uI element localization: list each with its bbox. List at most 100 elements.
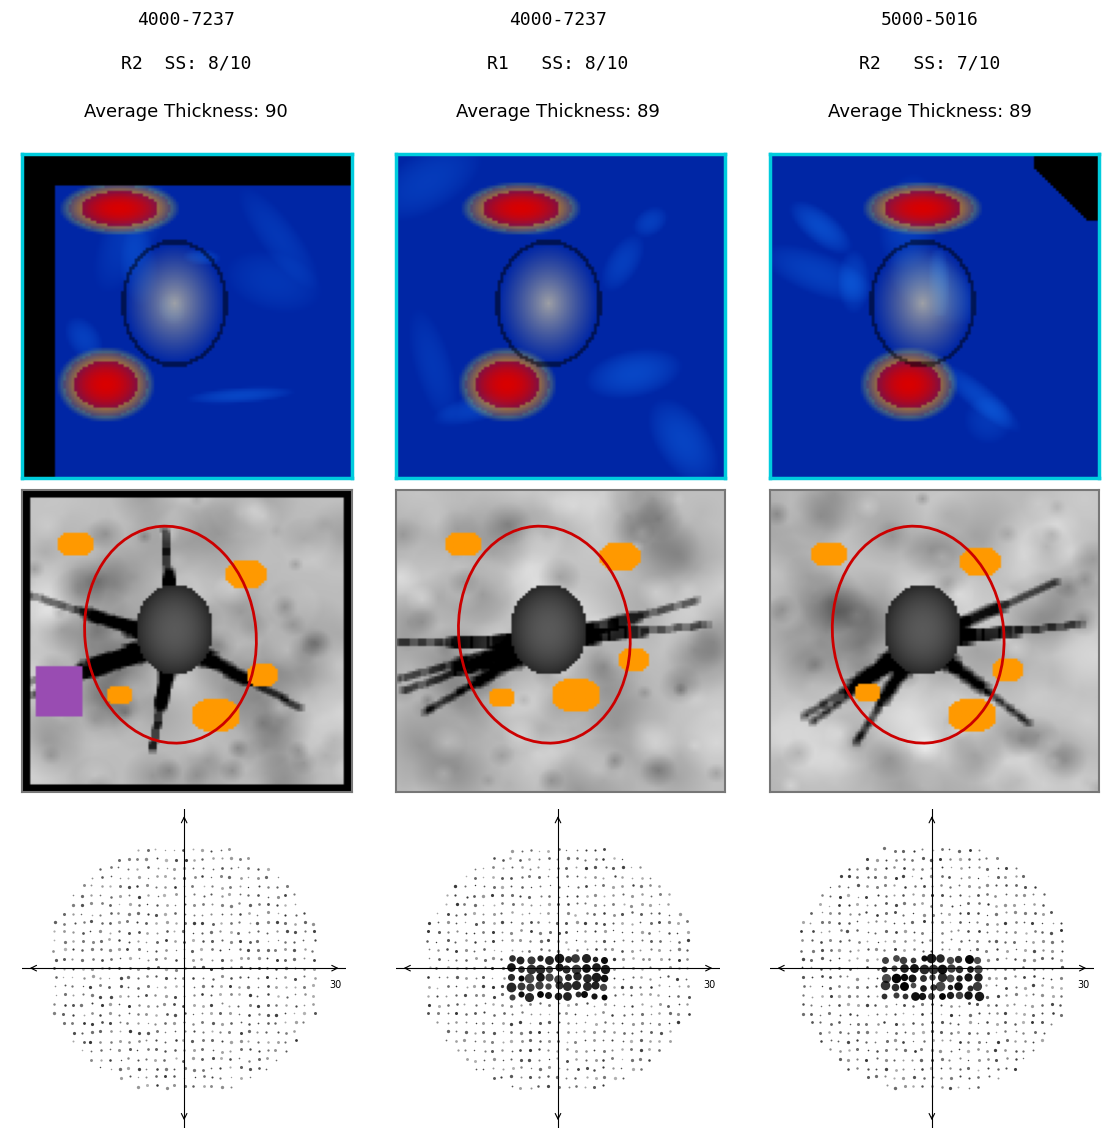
Point bbox=[989, 1059, 1007, 1077]
Point bbox=[969, 904, 987, 923]
Point bbox=[867, 977, 885, 995]
Point bbox=[988, 904, 1006, 923]
Point bbox=[1014, 1049, 1032, 1067]
Point bbox=[950, 976, 968, 994]
Point bbox=[157, 1005, 175, 1023]
Point bbox=[269, 931, 287, 949]
Point bbox=[539, 932, 557, 950]
Point bbox=[1008, 940, 1026, 958]
Point bbox=[304, 942, 321, 960]
Point bbox=[941, 850, 959, 868]
Point bbox=[277, 959, 295, 977]
Point bbox=[269, 868, 287, 886]
Point bbox=[595, 1068, 613, 1087]
Point bbox=[614, 885, 632, 903]
Point bbox=[502, 967, 520, 985]
Point bbox=[1043, 978, 1061, 997]
Point bbox=[483, 959, 501, 977]
Point bbox=[585, 1079, 603, 1097]
Point bbox=[240, 885, 258, 903]
Point bbox=[455, 1041, 473, 1059]
Point bbox=[230, 997, 248, 1015]
Point bbox=[176, 1003, 194, 1022]
Point bbox=[1043, 942, 1061, 960]
Point bbox=[176, 895, 194, 913]
Point bbox=[502, 1015, 520, 1033]
Point bbox=[203, 877, 221, 895]
Point bbox=[232, 1058, 250, 1076]
Point bbox=[137, 1050, 155, 1068]
Point bbox=[906, 988, 924, 1006]
Point bbox=[980, 1024, 998, 1042]
Point bbox=[670, 933, 687, 951]
Point bbox=[503, 949, 521, 967]
Point bbox=[595, 869, 613, 887]
Point bbox=[503, 1076, 521, 1095]
Point bbox=[138, 858, 156, 876]
Point bbox=[540, 1050, 558, 1068]
Point bbox=[550, 958, 568, 976]
Point bbox=[166, 988, 184, 1006]
Point bbox=[615, 1024, 633, 1042]
Point bbox=[90, 921, 108, 940]
Point bbox=[513, 1032, 531, 1050]
Point bbox=[931, 850, 949, 868]
Point bbox=[93, 997, 110, 1015]
Point bbox=[632, 906, 650, 924]
Point bbox=[595, 904, 613, 923]
Point bbox=[933, 1059, 951, 1077]
Point bbox=[578, 969, 596, 988]
Point bbox=[578, 1067, 596, 1085]
Point bbox=[793, 1006, 811, 1024]
Point bbox=[540, 850, 558, 868]
Point bbox=[140, 1014, 157, 1032]
Point bbox=[213, 958, 231, 976]
Point bbox=[820, 959, 838, 977]
Point bbox=[671, 959, 689, 977]
Point bbox=[448, 976, 465, 994]
Point bbox=[613, 942, 631, 960]
Point bbox=[483, 885, 501, 903]
Point bbox=[550, 1005, 568, 1023]
Point bbox=[267, 941, 285, 959]
Point bbox=[987, 887, 1004, 906]
Point bbox=[642, 977, 660, 995]
Point bbox=[140, 869, 157, 887]
Point bbox=[586, 986, 604, 1005]
Point bbox=[512, 1067, 530, 1085]
Point bbox=[586, 1060, 604, 1079]
Point bbox=[1014, 958, 1032, 976]
Point bbox=[952, 904, 970, 923]
Point bbox=[430, 923, 448, 941]
Point bbox=[959, 1041, 976, 1059]
Point bbox=[1014, 867, 1032, 885]
Point bbox=[878, 1032, 896, 1050]
Point bbox=[202, 842, 220, 860]
Point bbox=[93, 894, 110, 912]
Point bbox=[830, 959, 848, 977]
Point bbox=[942, 969, 960, 988]
Point bbox=[633, 1022, 651, 1040]
Point bbox=[84, 967, 102, 985]
Point bbox=[258, 968, 276, 986]
Point bbox=[821, 1040, 839, 1058]
Point bbox=[119, 1049, 137, 1067]
Point bbox=[868, 1015, 886, 1033]
Point bbox=[137, 1031, 155, 1049]
Point bbox=[952, 886, 970, 904]
Point bbox=[661, 976, 679, 994]
Point bbox=[915, 1032, 933, 1050]
Point bbox=[427, 904, 445, 923]
Point bbox=[839, 915, 857, 933]
Point bbox=[64, 906, 81, 924]
Point bbox=[492, 1068, 510, 1087]
Point bbox=[121, 1022, 138, 1040]
Point bbox=[540, 951, 558, 969]
Point bbox=[624, 949, 642, 967]
Point bbox=[802, 951, 820, 969]
Point bbox=[814, 913, 831, 932]
Point bbox=[174, 1031, 192, 1049]
Point bbox=[220, 868, 238, 886]
Point bbox=[165, 903, 183, 921]
Point bbox=[121, 1040, 138, 1058]
